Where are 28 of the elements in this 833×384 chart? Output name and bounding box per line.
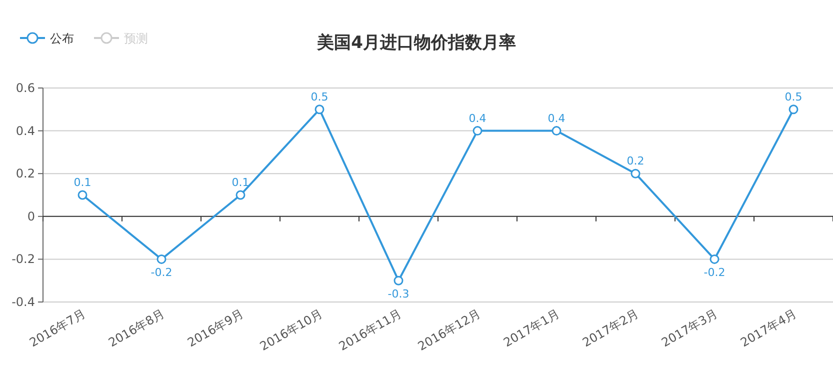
point (472, 126, 482, 136)
chart-title: 美国4月进口物价指数月率 (316, 33, 516, 53)
y-tick-label: 0.6 (16, 81, 35, 95)
data-label: 0.5 (310, 90, 328, 104)
data-label: 0.1 (74, 176, 92, 189)
point (788, 104, 798, 114)
y-tick-label: 0.4 (16, 124, 35, 138)
point (236, 190, 246, 200)
y-tick-label: -0.2 (12, 252, 35, 266)
data-label: -0.2 (150, 266, 172, 280)
data-label: 0.4 (548, 112, 566, 125)
point (552, 126, 562, 136)
data-label: 0.4 (468, 112, 486, 125)
data-label: -0.3 (388, 288, 410, 301)
point (78, 190, 88, 200)
y-tick-label: 0 (27, 209, 35, 224)
y-tick-label: -0.4 (12, 295, 35, 309)
data-label: 0.2 (626, 154, 644, 168)
point (630, 168, 640, 178)
data-label: 0.1 (232, 176, 250, 189)
point (156, 254, 166, 264)
point (314, 104, 324, 114)
data-label: -0.2 (704, 266, 726, 280)
point (710, 254, 720, 264)
point (394, 276, 404, 286)
data-label: 0.5 (784, 90, 802, 104)
y-tick-label: 0.2 (16, 166, 35, 181)
legend-label: 公布 (50, 32, 74, 46)
